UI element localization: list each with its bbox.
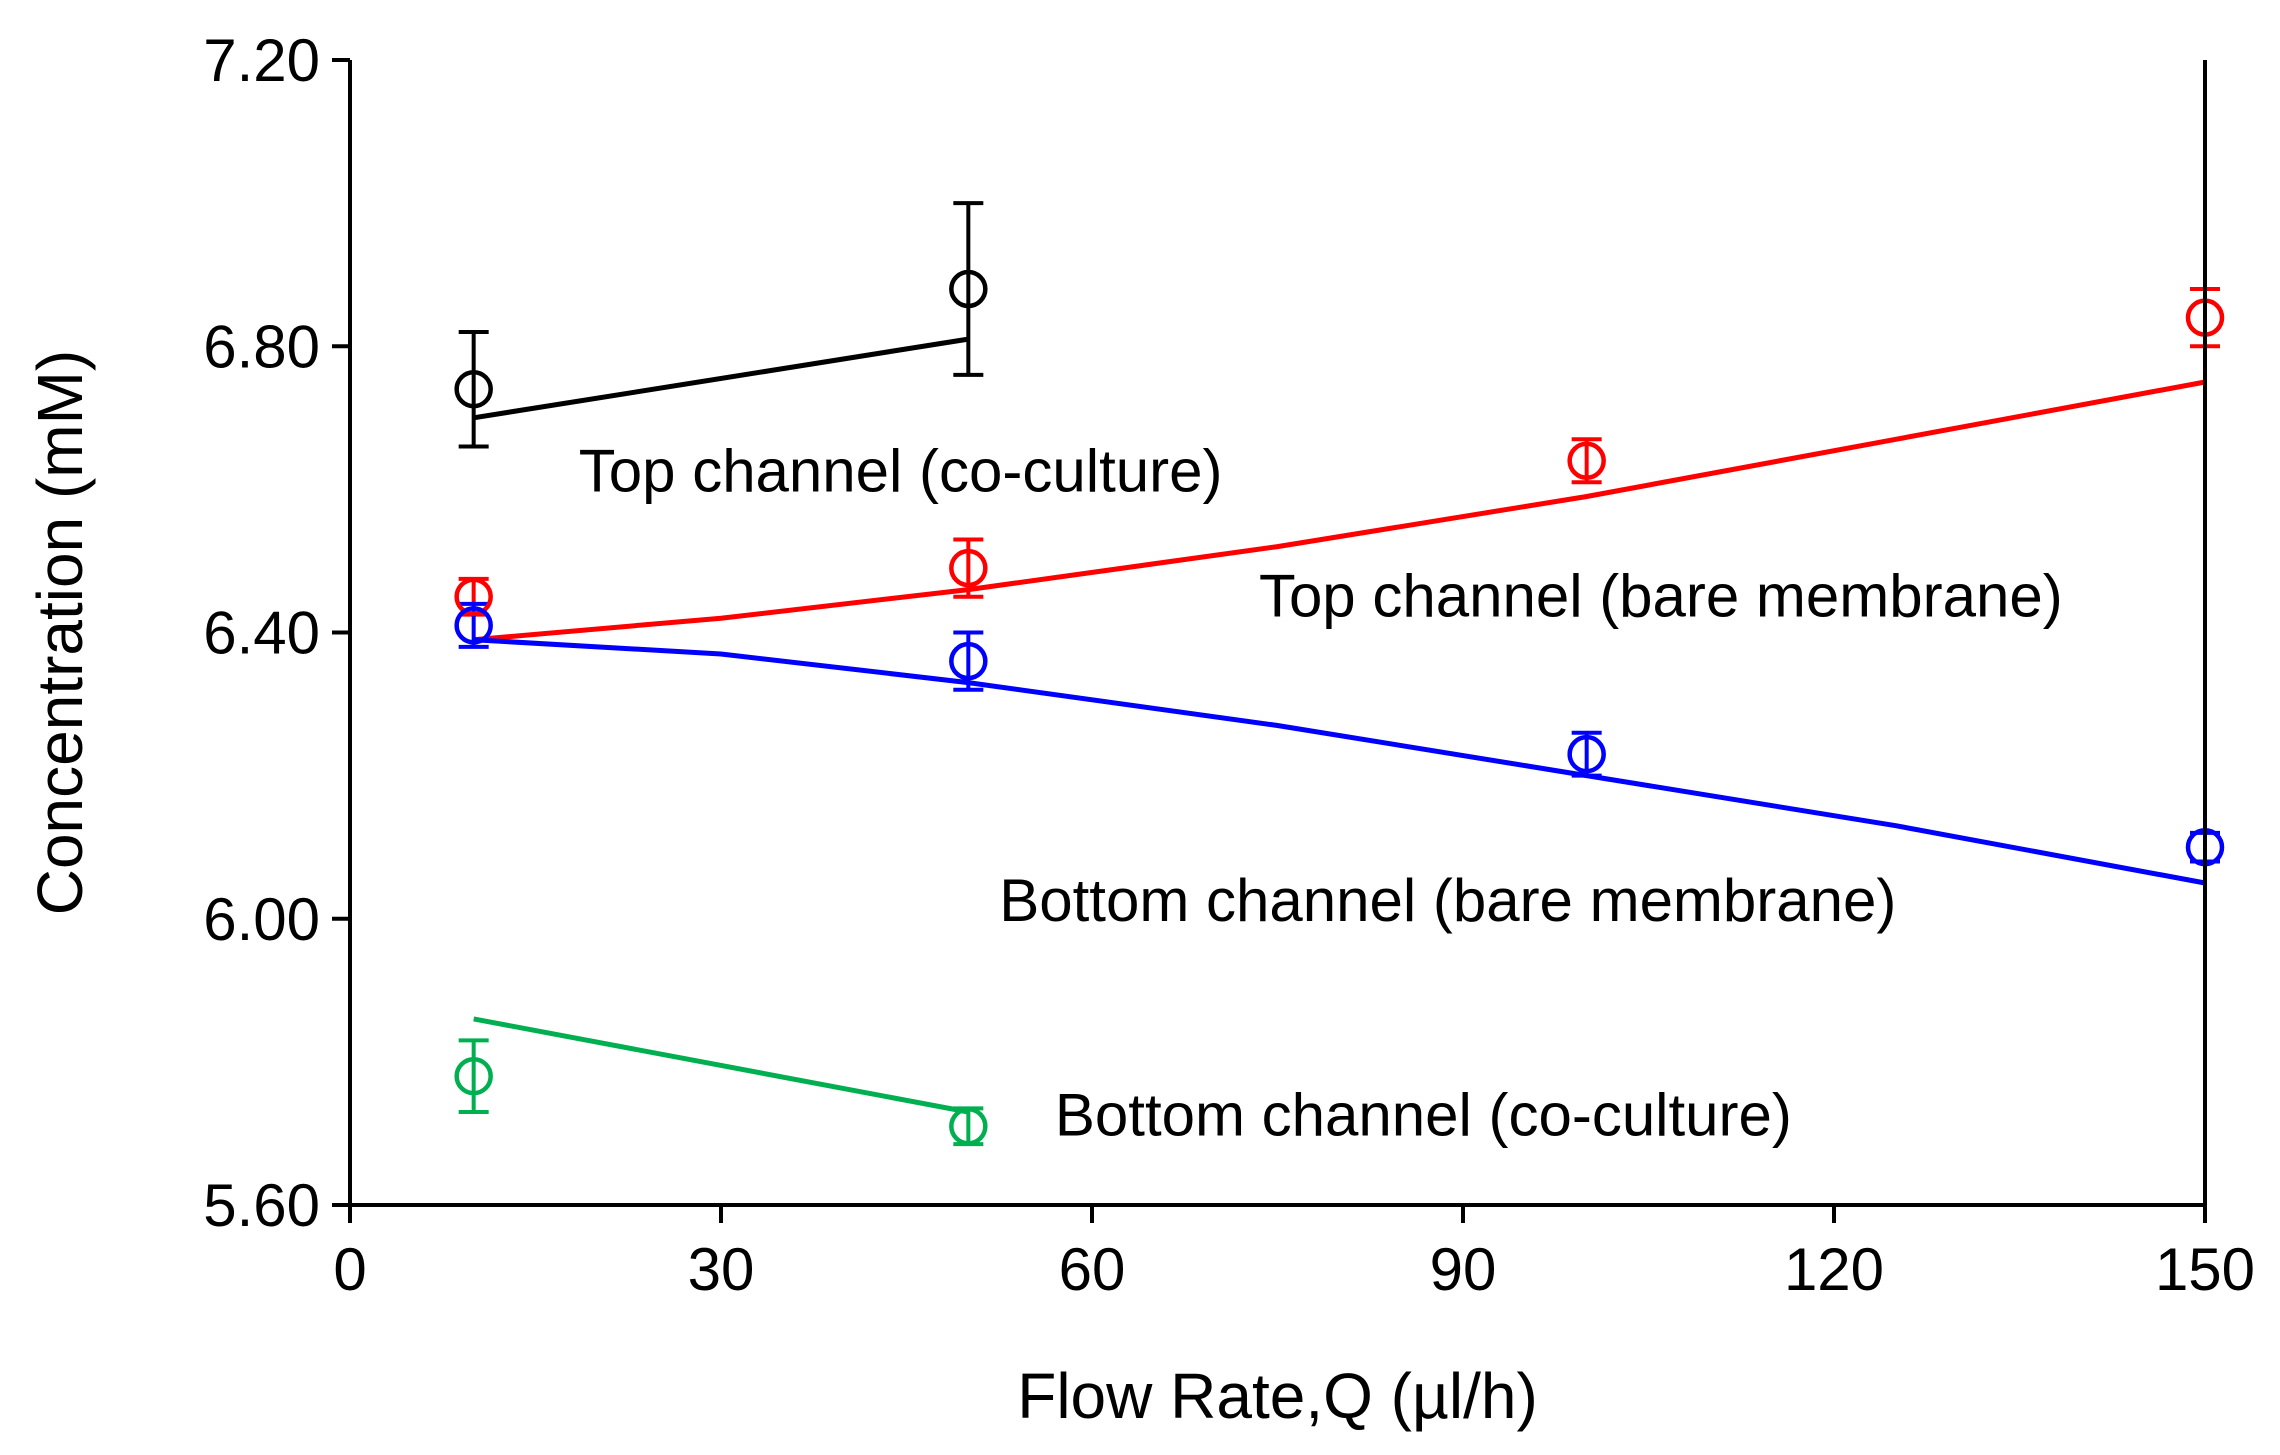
- data-point: [949, 548, 988, 588]
- series-annotation: Top channel (bare membrane): [1259, 563, 2063, 630]
- fit-line-series-3: [473, 637, 2206, 886]
- data-point: [454, 369, 493, 409]
- fit-line-series-1: [473, 336, 969, 421]
- x-tick-label: 150: [2155, 1236, 2255, 1303]
- data-point: [454, 1056, 493, 1096]
- x-tick-label: 120: [1784, 1236, 1884, 1303]
- data-point: [454, 577, 493, 616]
- data-point: [454, 606, 493, 645]
- data-point: [1567, 734, 1606, 774]
- text-labels: 5.60 6.00 6.40 6.80 7.20 0 30 60 90 120 150 Flow Ra…: [24, 27, 2255, 1432]
- x-tick-label: 60: [1059, 1236, 1126, 1303]
- fit-lines: [473, 336, 2206, 1115]
- data-point: [949, 1107, 988, 1146]
- x-axis-title: Flow Rate,Q (µl/h): [1017, 1360, 1538, 1432]
- y-tick-label: 7.20: [203, 27, 320, 94]
- data-points: [454, 269, 2225, 1146]
- y-tick-label: 6.80: [203, 313, 320, 380]
- y-tick-label: 6.40: [203, 600, 320, 667]
- fit-line-series-2: [473, 379, 2206, 643]
- error-bars: [458, 201, 2220, 1147]
- data-point: [949, 269, 988, 309]
- y-tick-label: 5.60: [203, 1172, 320, 1239]
- x-tick-label: 90: [1430, 1236, 1497, 1303]
- fit-line-series-4: [473, 1016, 969, 1115]
- series-annotation: Bottom channel (bare membrane): [999, 867, 1896, 934]
- x-tick-label: 30: [688, 1236, 755, 1303]
- y-tick-label: 6.00: [203, 886, 320, 953]
- series-annotation: Bottom channel (co-culture): [1055, 1082, 1792, 1149]
- x-tick-label: 0: [333, 1236, 366, 1303]
- data-point: [949, 641, 988, 681]
- data-point: [1567, 441, 1606, 480]
- axes: [332, 58, 2207, 1223]
- series-annotation: Top channel (co-culture): [579, 437, 1223, 504]
- y-axis-title: Concentration (mM): [24, 350, 96, 916]
